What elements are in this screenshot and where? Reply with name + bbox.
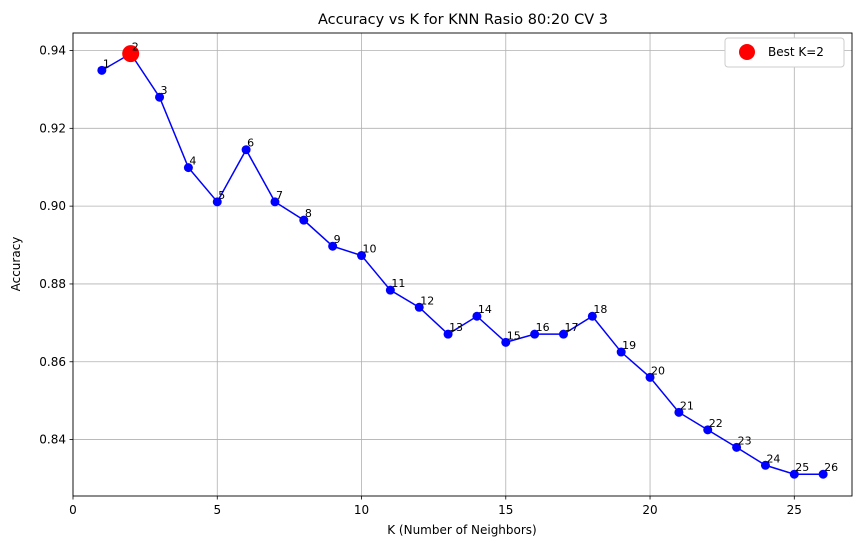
data-point <box>155 92 165 102</box>
data-point-label: 14 <box>478 303 492 316</box>
data-point-label: 16 <box>536 321 550 334</box>
data-point-label: 10 <box>363 243 377 256</box>
data-point-label: 21 <box>680 399 694 412</box>
y-tick-label: 0.88 <box>39 277 66 291</box>
data-point-label: 4 <box>189 155 196 168</box>
data-point-label: 2 <box>132 41 139 54</box>
data-point <box>328 241 338 251</box>
x-tick-label: 5 <box>213 503 221 517</box>
data-point <box>357 251 367 261</box>
ticks: 0 5 10 15 20 250.840.860.880.900.920.94 <box>39 44 802 517</box>
data-point <box>558 329 568 339</box>
data-point <box>587 311 597 321</box>
data-point-label: 3 <box>161 84 168 97</box>
data-point-label: 6 <box>247 137 254 150</box>
grid <box>72 33 852 496</box>
data-point <box>501 337 511 347</box>
data-point-label: 17 <box>564 321 578 334</box>
data-point-label: 24 <box>766 452 780 465</box>
data-point <box>270 197 280 207</box>
y-tick-label: 0.84 <box>39 433 66 447</box>
data-point <box>530 329 540 339</box>
y-tick-label: 0.94 <box>39 44 66 58</box>
legend-label: Best K=2 <box>768 45 824 59</box>
data-point-label: 19 <box>622 339 636 352</box>
data-point-label: 8 <box>305 207 312 220</box>
data-point <box>212 197 222 207</box>
data-point-label: 18 <box>593 303 607 316</box>
legend: Best K=2 <box>724 37 845 68</box>
y-tick-label: 0.86 <box>39 355 66 369</box>
x-tick-label: 0 <box>69 503 77 517</box>
data-point-label: 20 <box>651 364 665 377</box>
data-point-label: 25 <box>795 461 809 474</box>
data-point <box>645 372 655 382</box>
data-point <box>443 329 453 339</box>
data-point <box>616 347 626 357</box>
data-point-label: 22 <box>709 417 723 430</box>
legend-box <box>724 37 845 68</box>
x-tick-label: 10 <box>354 503 369 517</box>
legend-marker <box>739 44 755 60</box>
data-point-label: 13 <box>449 321 463 334</box>
y-axis-label: Accuracy <box>9 237 23 292</box>
data-point-label: 11 <box>391 277 405 290</box>
series-line <box>101 52 824 475</box>
best-k-point <box>122 45 140 63</box>
x-tick-label: 15 <box>498 503 513 517</box>
data-point <box>385 285 395 295</box>
data-point-label: 5 <box>218 189 225 202</box>
x-axis-label: K (Number of Neighbors) <box>387 523 537 537</box>
data-point-label: 7 <box>276 189 283 202</box>
data-point-label: 1 <box>103 57 110 70</box>
data-point <box>183 163 193 173</box>
y-tick-label: 0.92 <box>39 121 66 135</box>
data-point <box>703 425 713 435</box>
data-point <box>789 469 799 479</box>
x-tick-label: 25 <box>787 503 802 517</box>
y-tick-label: 0.90 <box>39 199 66 213</box>
chart-title: Accuracy vs K for KNN Rasio 80:20 CV 3 <box>318 12 608 28</box>
data-point <box>299 215 309 225</box>
data-point <box>818 469 828 479</box>
data-point-label: 12 <box>420 294 434 307</box>
data-point <box>732 442 742 452</box>
data-point <box>241 145 251 155</box>
data-point <box>472 311 482 321</box>
data-point-label: 15 <box>507 329 521 342</box>
x-tick-label: 20 <box>642 503 657 517</box>
data-point <box>760 460 770 470</box>
plot-frame <box>72 32 853 497</box>
data-point <box>97 65 107 75</box>
data-point-label: 26 <box>824 461 838 474</box>
data-point-label: 23 <box>738 434 752 447</box>
data-point <box>674 407 684 417</box>
data-point-label: 9 <box>334 233 341 246</box>
data-point <box>414 302 424 312</box>
